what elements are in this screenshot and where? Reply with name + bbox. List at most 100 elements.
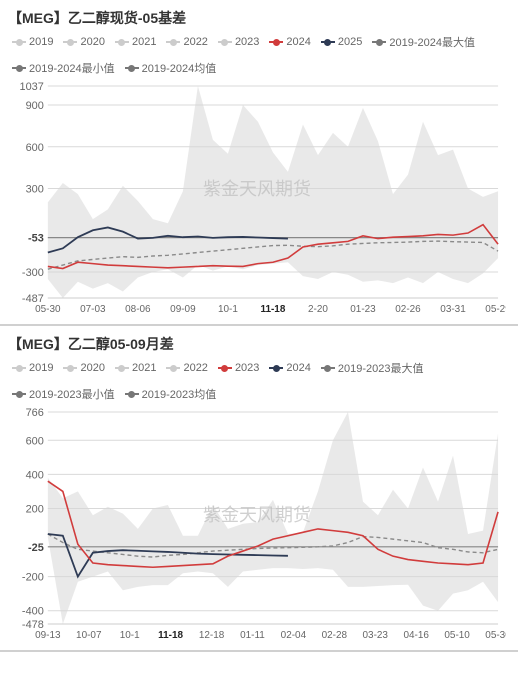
legend-label: 2020 (80, 362, 104, 374)
legend-item: 2019-2023最大值 (321, 360, 424, 376)
svg-text:05-10: 05-10 (444, 630, 470, 641)
chart-1-svg: -487-300-53300600900103705-3007-0308-060… (8, 80, 506, 320)
svg-text:03-23: 03-23 (363, 630, 389, 641)
svg-text:02-04: 02-04 (281, 630, 307, 641)
legend-swatch (321, 367, 335, 369)
chart-1-plot: 紫金天风期货 -487-300-53300600900103705-3007-0… (8, 80, 506, 320)
legend-item: 2019 (12, 34, 53, 50)
legend-label: 2022 (183, 362, 207, 374)
svg-text:04-16: 04-16 (403, 630, 429, 641)
legend-label: 2019-2024均值 (142, 60, 217, 76)
chart-2-plot: 紫金天风期货 -478-400-200-2520040060076609-131… (8, 406, 506, 646)
svg-text:11-18: 11-18 (260, 304, 285, 315)
legend-label: 2022 (183, 36, 207, 48)
svg-text:766: 766 (26, 407, 44, 419)
legend-item: 2019-2024最小值 (12, 60, 115, 76)
svg-text:-400: -400 (22, 606, 44, 618)
svg-text:12-18: 12-18 (199, 630, 225, 641)
legend-label: 2024 (286, 36, 310, 48)
legend-label: 2023 (235, 36, 259, 48)
legend-item: 2023 (218, 360, 259, 376)
svg-text:300: 300 (26, 184, 44, 196)
legend-swatch (269, 367, 283, 369)
svg-text:11-18: 11-18 (158, 630, 183, 641)
chart-2-svg: -478-400-200-2520040060076609-1310-0710-… (8, 406, 506, 646)
legend-swatch (63, 367, 77, 369)
svg-text:600: 600 (26, 142, 44, 154)
svg-text:09-09: 09-09 (170, 304, 196, 315)
legend-item: 2019 (12, 360, 53, 376)
svg-text:400: 400 (26, 469, 44, 481)
legend-label: 2019-2024最小值 (29, 60, 115, 76)
legend-label: 2019-2024最大值 (389, 34, 475, 50)
chart-1-title: 【MEG】乙二醇现货-05基差 (8, 8, 506, 28)
legend-label: 2019 (29, 36, 53, 48)
legend-label: 2020 (80, 36, 104, 48)
legend-item: 2019-2023均值 (125, 386, 217, 402)
legend-swatch (12, 41, 26, 43)
svg-text:05-30: 05-30 (35, 304, 61, 315)
chart-1-legend: 2019 2020 2021 2022 2023 2024 2025 2019-2024最大值… (8, 34, 506, 76)
legend-item: 2019-2024均值 (125, 60, 217, 76)
legend-swatch (166, 41, 180, 43)
legend-label: 2025 (338, 36, 362, 48)
legend-label: 2019-2023均值 (142, 386, 217, 402)
svg-text:200: 200 (26, 503, 44, 515)
legend-item: 2021 (115, 360, 156, 376)
legend-item: 2022 (166, 34, 207, 50)
chart-2-title: 【MEG】乙二醇05-09月差 (8, 334, 506, 354)
svg-text:01-23: 01-23 (350, 304, 376, 315)
legend-item: 2019-2023最小值 (12, 386, 115, 402)
legend-item: 2020 (63, 34, 104, 50)
svg-text:03-31: 03-31 (440, 304, 466, 315)
svg-text:2-20: 2-20 (308, 304, 328, 315)
legend-swatch (125, 393, 139, 395)
legend-swatch (218, 41, 232, 43)
svg-text:02-28: 02-28 (322, 630, 348, 641)
legend-swatch (12, 393, 26, 395)
svg-text:10-07: 10-07 (76, 630, 102, 641)
legend-label: 2023 (235, 362, 259, 374)
svg-text:01-11: 01-11 (240, 630, 265, 641)
svg-text:1037: 1037 (19, 81, 43, 93)
legend-item: 2019-2024最大值 (372, 34, 475, 50)
legend-swatch (63, 41, 77, 43)
svg-text:02-26: 02-26 (395, 304, 421, 315)
legend-swatch (115, 367, 129, 369)
legend-item: 2024 (269, 34, 310, 50)
legend-label: 2021 (132, 36, 156, 48)
chart-2-legend: 2019 2020 2021 2022 2023 2024 2019-2023最大值 2019… (8, 360, 506, 402)
legend-swatch (218, 367, 232, 369)
chart-2-container: 【MEG】乙二醇05-09月差 2019 2020 2021 2022 2023 2024… (0, 326, 518, 652)
legend-label: 2021 (132, 362, 156, 374)
legend-label: 2024 (286, 362, 310, 374)
legend-swatch (125, 67, 139, 69)
legend-item: 2025 (321, 34, 362, 50)
legend-swatch (321, 41, 335, 43)
svg-text:-53: -53 (28, 233, 44, 245)
legend-swatch (166, 367, 180, 369)
svg-text:10-1: 10-1 (218, 304, 238, 315)
svg-text:-200: -200 (22, 572, 44, 584)
svg-text:-300: -300 (22, 267, 44, 279)
legend-swatch (269, 41, 283, 43)
legend-swatch (115, 41, 129, 43)
legend-label: 2019-2023最小值 (29, 386, 115, 402)
svg-text:05-30: 05-30 (485, 630, 506, 641)
svg-text:10-1: 10-1 (120, 630, 140, 641)
svg-text:900: 900 (26, 100, 44, 112)
legend-label: 2019-2023最大值 (338, 360, 424, 376)
legend-item: 2020 (63, 360, 104, 376)
svg-text:08-06: 08-06 (125, 304, 151, 315)
legend-item: 2022 (166, 360, 207, 376)
svg-text:600: 600 (26, 435, 44, 447)
svg-text:07-03: 07-03 (80, 304, 106, 315)
legend-item: 2024 (269, 360, 310, 376)
legend-swatch (12, 67, 26, 69)
svg-text:09-13: 09-13 (35, 630, 61, 641)
chart-1-container: 【MEG】乙二醇现货-05基差 2019 2020 2021 2022 2023 2024… (0, 0, 518, 326)
legend-item: 2021 (115, 34, 156, 50)
svg-text:05-29: 05-29 (485, 304, 506, 315)
legend-label: 2019 (29, 362, 53, 374)
legend-item: 2023 (218, 34, 259, 50)
